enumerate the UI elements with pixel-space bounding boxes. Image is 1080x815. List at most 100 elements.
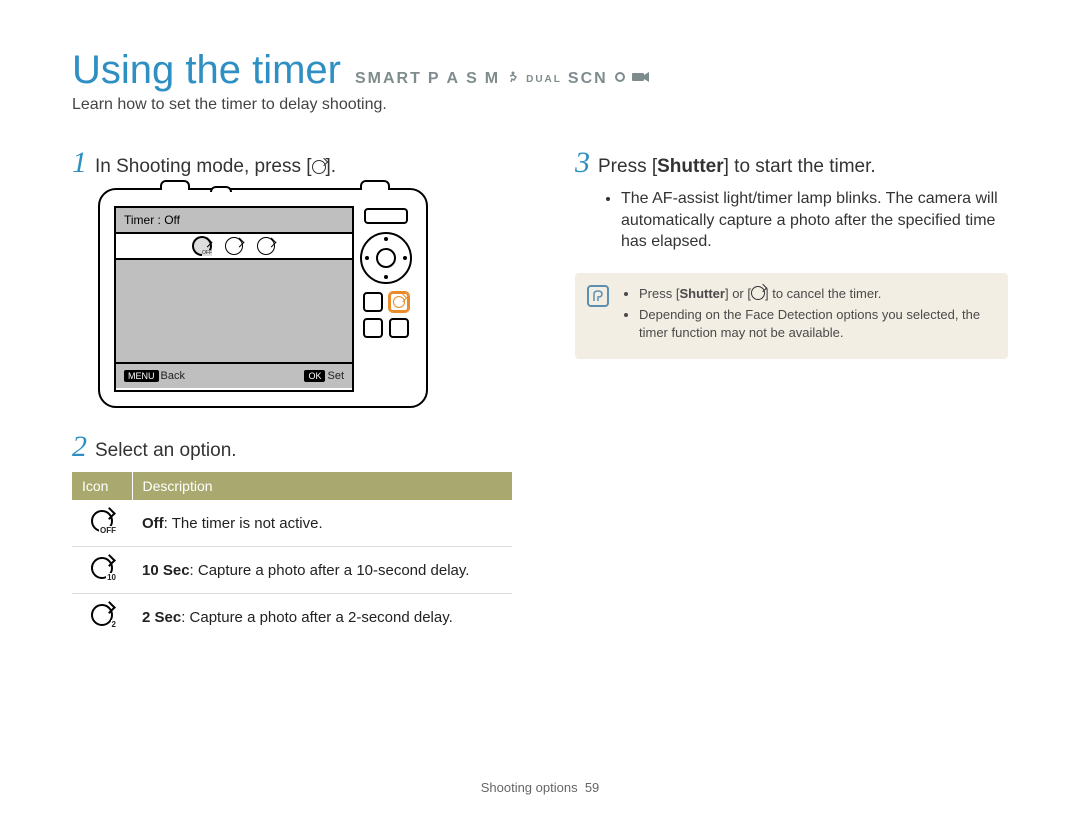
- mode-p: P: [428, 70, 441, 88]
- camera-timer-button-highlight: [389, 292, 409, 312]
- camera-button-row-1: [358, 292, 414, 312]
- dpad-dot: [384, 275, 388, 279]
- timer-button-icon: [312, 160, 326, 174]
- screen-opt-off-icon: [193, 237, 211, 255]
- step-2-number: 2: [72, 432, 87, 462]
- footer-page-number: 59: [585, 780, 599, 795]
- row-rest: : Capture a photo after a 2-second delay…: [181, 609, 453, 626]
- camera-top-ring: [210, 186, 232, 192]
- camera-screen: Timer : Off MENUBack OKSet: [114, 206, 354, 392]
- camera-button-row-2: [358, 318, 414, 338]
- table-head-desc: Description: [132, 472, 512, 500]
- row-bold: Off: [142, 515, 164, 532]
- note1-shutter: Shutter: [679, 286, 725, 301]
- note-box: Press [Shutter] or [ ] to cancel the time…: [575, 273, 1008, 360]
- mode-scn: SCN: [568, 70, 608, 88]
- mode-s: S: [466, 70, 479, 88]
- camera-small-button: [363, 318, 383, 338]
- manual-page: Using the timer SMART P A S M DUAL SCN L…: [0, 0, 1080, 815]
- screen-preview-area: [116, 260, 352, 364]
- table-icon-off: OFF: [72, 500, 132, 547]
- right-column: 3 Press [Shutter] to start the timer. Th…: [575, 142, 1008, 640]
- icon-sub: 10: [106, 573, 117, 582]
- note1-pre: Press [: [639, 286, 679, 301]
- camera-flash-bar: [364, 208, 408, 224]
- screen-titlebar: Timer : Off: [116, 208, 352, 234]
- mode-smart: SMART: [355, 70, 422, 88]
- note1-mid: ] or [: [725, 286, 751, 301]
- camera-body: Timer : Off MENUBack OKSet: [98, 188, 428, 408]
- table-icon-10: 10: [72, 547, 132, 594]
- screen-opt-2-icon: [257, 237, 275, 255]
- dpad-dot: [384, 237, 388, 241]
- row-rest: : Capture a photo after a 10-second dela…: [190, 562, 470, 579]
- dpad-dot: [365, 256, 369, 260]
- icon-sub: OFF: [99, 526, 117, 535]
- ok-keycap: OK: [304, 370, 325, 382]
- camera-illustration: Timer : Off MENUBack OKSet: [98, 188, 505, 408]
- row-bold: 10 Sec: [142, 562, 190, 579]
- timer-options-table: Icon Description OFF Off: The timer is n…: [72, 472, 512, 640]
- mode-a: A: [447, 70, 461, 88]
- camera-small-button: [363, 292, 383, 312]
- timer-10-icon: 10: [91, 557, 113, 579]
- note-info-icon: [587, 285, 609, 307]
- page-title: Using the timer: [72, 50, 341, 90]
- table-row: 2 2 Sec: Capture a photo after a 2-secon…: [72, 594, 512, 641]
- screen-back-group: MENUBack: [124, 370, 185, 382]
- note-timer-icon: [751, 286, 765, 300]
- mode-run-icon: [506, 70, 520, 89]
- table-row: 10 10 Sec: Capture a photo after a 10-se…: [72, 547, 512, 594]
- step-3-shutter: Shutter: [657, 156, 724, 177]
- menu-keycap: MENU: [124, 370, 159, 382]
- mode-ring-icon: [614, 70, 626, 88]
- table-header-row: Icon Description: [72, 472, 512, 500]
- mode-dual: DUAL: [526, 74, 562, 85]
- step-1-pre: In Shooting mode, press [: [95, 156, 312, 177]
- camera-dpad: [360, 232, 412, 284]
- step-1-text: In Shooting mode, press [].: [95, 156, 336, 178]
- row-bold: 2 Sec: [142, 609, 181, 626]
- table-desc-cell: 10 Sec: Capture a photo after a 10-secon…: [132, 547, 512, 594]
- note-line-1: Press [Shutter] or [ ] to cancel the time…: [639, 285, 994, 303]
- note-line-2: Depending on the Face Detection options …: [639, 306, 994, 341]
- step-3-pre: Press [: [598, 156, 657, 177]
- screen-option-strip: [116, 234, 352, 260]
- screen-set-label: Set: [327, 370, 344, 382]
- camera-top-bump-2: [360, 180, 390, 190]
- left-column: 1 In Shooting mode, press []. Timer : Of…: [72, 142, 505, 640]
- timer-off-icon: OFF: [91, 510, 113, 532]
- icon-sub: 2: [111, 620, 117, 629]
- step-3-bullets: The AF-assist light/timer lamp blinks. T…: [603, 188, 1008, 253]
- screen-back-label: Back: [161, 370, 185, 382]
- content-columns: 1 In Shooting mode, press []. Timer : Of…: [72, 142, 1008, 640]
- screen-bottom-bar: MENUBack OKSet: [116, 364, 352, 388]
- bullet-item: The AF-assist light/timer lamp blinks. T…: [621, 188, 1008, 253]
- note1-post: ] to cancel the timer.: [765, 286, 881, 301]
- step-3-text: Press [Shutter] to start the timer.: [598, 156, 876, 178]
- table-desc-cell: 2 Sec: Capture a photo after a 2-second …: [132, 594, 512, 641]
- camera-small-button: [389, 318, 409, 338]
- step-1-number: 1: [72, 148, 87, 178]
- title-row: Using the timer SMART P A S M DUAL SCN: [72, 50, 1008, 90]
- page-subtitle: Learn how to set the timer to delay shoo…: [72, 96, 1008, 114]
- row-rest: : The timer is not active.: [164, 515, 323, 532]
- mode-movie-icon: [632, 70, 650, 88]
- camera-top-bump: [160, 180, 190, 190]
- step-3: 3 Press [Shutter] to start the timer.: [575, 148, 1008, 178]
- step-3-post: ] to start the timer.: [724, 156, 876, 177]
- footer-section: Shooting options: [481, 780, 578, 795]
- mode-m: M: [485, 70, 500, 88]
- camera-controls: [358, 208, 414, 394]
- dpad-dot: [403, 256, 407, 260]
- step-3-number: 3: [575, 148, 590, 178]
- table-head-icon: Icon: [72, 472, 132, 500]
- table-icon-2: 2: [72, 594, 132, 641]
- table-desc-cell: Off: The timer is not active.: [132, 500, 512, 547]
- timer-2-icon: 2: [91, 604, 113, 626]
- screen-opt-10-icon: [225, 237, 243, 255]
- table-row: OFF Off: The timer is not active.: [72, 500, 512, 547]
- step-2: 2 Select an option.: [72, 432, 505, 462]
- step-2-text: Select an option.: [95, 440, 237, 462]
- step-1-post: ].: [326, 156, 337, 177]
